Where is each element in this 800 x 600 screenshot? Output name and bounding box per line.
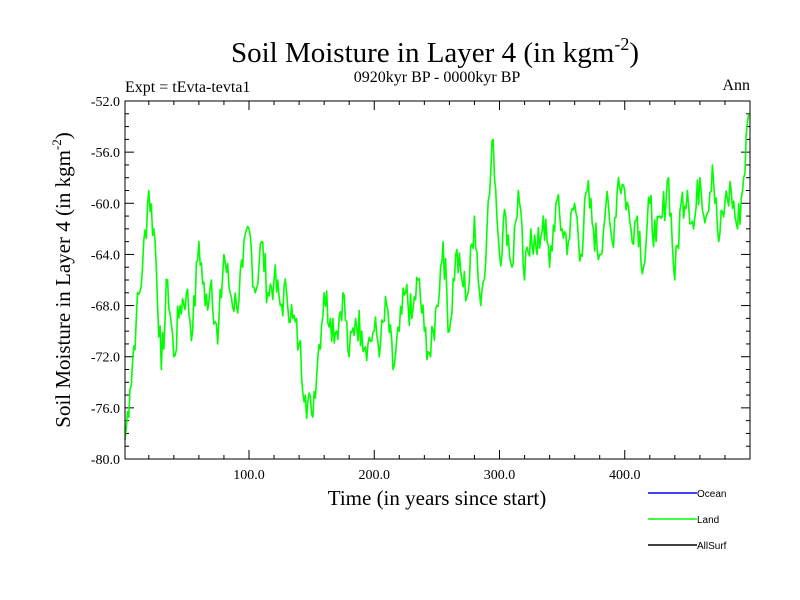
y-tick-label: -80.0 [91,453,120,468]
chart-subtitle: 0920kyr BP - 0000kyr BP [354,69,521,86]
y-axis-label-close: ) [51,132,75,139]
x-axis-label: Time (in years since start) [328,486,547,510]
data-series [124,113,750,440]
x-tick-label: 400.0 [609,468,641,483]
y-tick-label: -64.0 [91,248,120,263]
tick-labels: -80.0 -76.0 -72.0 -68.0 -64.0 -60.0 -56.0 -52.0… [91,95,641,483]
x-tick-label: 300.0 [484,468,516,483]
chart-title-superscript: -2 [614,34,629,54]
y-tick-label: -72.0 [91,351,120,366]
y-tick-label: -52.0 [91,95,120,110]
chart-title-close: ) [629,37,639,69]
legend-label-allsurf: AllSurf [697,541,727,552]
x-tick-label: 100.0 [233,468,265,483]
experiment-label: Expt = tEvta-tevta1 [125,79,250,96]
x-tick-label: 200.0 [358,468,390,483]
plot-frame [124,100,751,460]
y-tick-label: -76.0 [91,402,120,417]
y-tick-label: -60.0 [91,197,120,212]
axis-ticks [125,100,750,460]
y-tick-label: -68.0 [91,300,120,315]
series-line-land [124,113,750,440]
season-label: Ann [722,77,750,94]
legend: Ocean Land AllSurf [648,489,727,552]
legend-label-land: Land [697,515,719,526]
y-tick-label: -56.0 [91,146,120,161]
chart-title: Soil Moisture in Layer 4 (in kgm-2) [231,34,639,69]
y-axis-label-superscript: -2 [49,139,64,150]
legend-label-ocean: Ocean [697,489,726,500]
y-axis-label: Soil Moisture in Layer 4 (in kgm-2) [49,132,75,427]
